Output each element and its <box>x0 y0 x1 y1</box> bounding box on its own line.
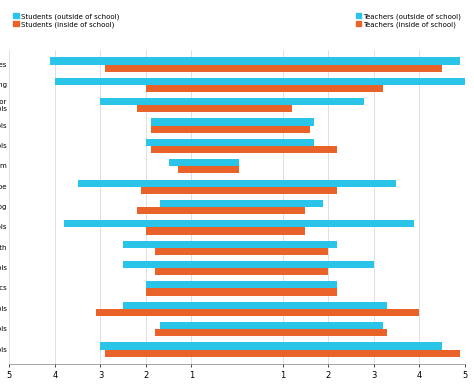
Bar <box>237 329 387 336</box>
Bar <box>237 248 328 255</box>
Bar <box>105 349 237 357</box>
Bar <box>78 180 237 187</box>
Bar <box>237 105 292 112</box>
Bar <box>137 105 237 112</box>
Bar <box>151 126 237 133</box>
Bar <box>237 268 328 275</box>
Bar <box>237 288 337 296</box>
Bar <box>237 207 305 214</box>
Bar <box>141 187 237 194</box>
Bar <box>237 241 337 248</box>
Bar <box>50 57 237 65</box>
Bar <box>146 288 237 296</box>
Legend: Students (outside of school), Students (inside of school): Students (outside of school), Students (… <box>13 13 119 27</box>
Bar <box>237 281 337 288</box>
Bar <box>155 248 237 255</box>
Bar <box>237 139 314 146</box>
Bar <box>237 57 460 65</box>
Bar <box>237 118 314 126</box>
Bar <box>237 166 239 173</box>
Bar <box>123 261 237 268</box>
Bar <box>237 220 414 228</box>
Bar <box>137 207 237 214</box>
Bar <box>237 309 419 316</box>
Bar <box>100 342 237 349</box>
Bar <box>123 302 237 309</box>
Bar <box>237 126 310 133</box>
Bar <box>237 200 323 207</box>
Bar <box>237 146 337 153</box>
Bar <box>237 322 383 329</box>
Bar <box>237 78 465 85</box>
Bar <box>237 159 239 166</box>
Bar <box>237 187 337 194</box>
Bar <box>237 98 365 105</box>
Bar <box>237 349 460 357</box>
Bar <box>237 261 374 268</box>
Bar <box>105 65 237 72</box>
Bar <box>237 85 383 92</box>
Bar <box>160 322 237 329</box>
Bar <box>64 220 237 228</box>
Bar <box>155 268 237 275</box>
Bar <box>237 228 305 235</box>
Bar <box>237 65 442 72</box>
Bar <box>237 302 387 309</box>
Legend: Teachers (outside of school), Teachers (inside of school): Teachers (outside of school), Teachers (… <box>356 13 461 27</box>
Bar <box>55 78 237 85</box>
Bar <box>160 200 237 207</box>
Bar <box>169 159 237 166</box>
Bar <box>123 241 237 248</box>
Bar <box>146 139 237 146</box>
Bar <box>146 85 237 92</box>
Bar <box>100 98 237 105</box>
Bar <box>237 180 396 187</box>
Bar <box>146 281 237 288</box>
Bar <box>151 118 237 126</box>
Bar <box>178 166 237 173</box>
Bar <box>146 228 237 235</box>
Bar <box>96 309 237 316</box>
Bar <box>237 342 442 349</box>
Bar <box>155 329 237 336</box>
Bar <box>151 146 237 153</box>
